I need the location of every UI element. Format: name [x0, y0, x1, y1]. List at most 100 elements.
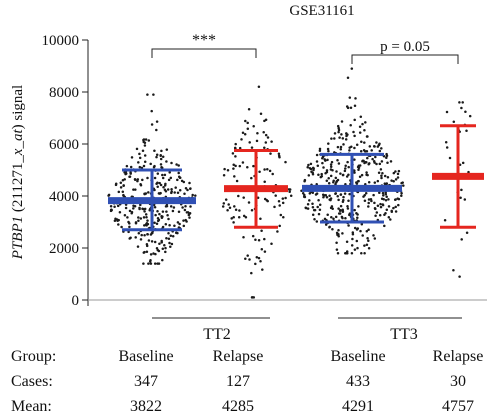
comparison-bracket — [151, 48, 257, 58]
data-point — [259, 112, 263, 115]
data-point — [365, 229, 369, 233]
data-point — [345, 251, 349, 255]
data-point — [171, 235, 175, 238]
data-point — [337, 126, 340, 130]
data-point — [309, 162, 313, 166]
data-point — [264, 133, 268, 137]
y-tick-label: 8000 — [49, 85, 79, 101]
data-point — [373, 181, 377, 184]
data-point — [276, 230, 279, 233]
data-point — [124, 172, 128, 175]
data-point — [165, 160, 168, 163]
y-axis-label-probe: x_at — [10, 129, 26, 157]
data-point — [340, 215, 344, 219]
data-point — [128, 209, 132, 213]
data-point — [346, 207, 350, 210]
data-point — [326, 158, 329, 162]
data-point — [378, 149, 382, 153]
data-point — [397, 169, 401, 173]
data-point — [228, 206, 232, 210]
data-point — [339, 145, 343, 149]
data-point — [356, 216, 359, 219]
data-point — [378, 214, 382, 217]
data-point — [143, 224, 146, 227]
data-point — [331, 168, 334, 172]
data-point — [318, 208, 322, 212]
data-point — [155, 246, 159, 250]
data-point — [465, 231, 469, 234]
data-point — [392, 206, 395, 210]
data-point — [346, 204, 349, 208]
data-point — [368, 162, 371, 165]
data-point — [335, 231, 339, 235]
data-point — [278, 204, 281, 207]
data-point — [121, 190, 125, 194]
y-tick-label: 10000 — [42, 33, 80, 49]
data-point — [235, 179, 239, 183]
data-point — [465, 129, 468, 132]
data-point — [119, 181, 123, 184]
data-point — [226, 168, 230, 172]
data-point — [365, 135, 369, 138]
data-point — [341, 208, 344, 211]
data-point — [360, 140, 363, 144]
data-point — [378, 191, 381, 195]
comparison-bracket — [351, 54, 459, 64]
data-point — [140, 233, 143, 237]
data-point — [117, 218, 120, 222]
data-point — [344, 216, 347, 220]
data-point — [263, 180, 266, 184]
data-point — [149, 162, 152, 166]
data-point — [278, 224, 281, 228]
data-point — [117, 223, 120, 226]
data-point — [317, 212, 321, 216]
data-point — [320, 172, 323, 176]
data-point — [227, 203, 230, 206]
data-point — [353, 171, 356, 174]
data-point — [164, 189, 168, 193]
data-point — [168, 241, 171, 245]
data-point — [339, 172, 342, 175]
data-point — [171, 209, 175, 213]
data-point — [326, 147, 330, 151]
data-point — [334, 182, 337, 186]
data-point — [336, 159, 339, 162]
data-point — [385, 156, 388, 160]
data-point — [163, 173, 167, 177]
data-point — [303, 195, 307, 199]
data-point — [397, 203, 400, 207]
data-point — [122, 184, 125, 187]
data-point — [307, 174, 311, 177]
data-point — [360, 173, 364, 177]
data-point — [145, 224, 148, 227]
data-point — [255, 255, 259, 259]
data-point — [400, 194, 403, 197]
data-points — [107, 67, 472, 299]
data-point — [160, 166, 164, 170]
data-point — [164, 222, 168, 226]
data-point — [252, 124, 255, 128]
data-point — [353, 104, 357, 107]
data-point — [226, 209, 229, 212]
data-point — [356, 213, 359, 216]
data-point — [164, 205, 168, 208]
data-point — [379, 205, 383, 209]
data-point — [238, 146, 242, 150]
data-point — [392, 180, 395, 183]
data-point — [327, 181, 331, 185]
data-point — [381, 171, 384, 175]
data-point — [142, 216, 146, 219]
data-point — [359, 150, 363, 153]
data-point — [176, 178, 179, 182]
data-point — [246, 165, 249, 169]
data-point — [337, 162, 341, 165]
mean-sd-bars — [108, 124, 484, 232]
data-point — [142, 164, 146, 168]
data-point — [165, 148, 169, 151]
data-point — [244, 257, 247, 261]
data-point — [339, 204, 343, 208]
data-point — [345, 105, 349, 108]
data-point — [266, 136, 270, 139]
data-point — [339, 148, 343, 151]
